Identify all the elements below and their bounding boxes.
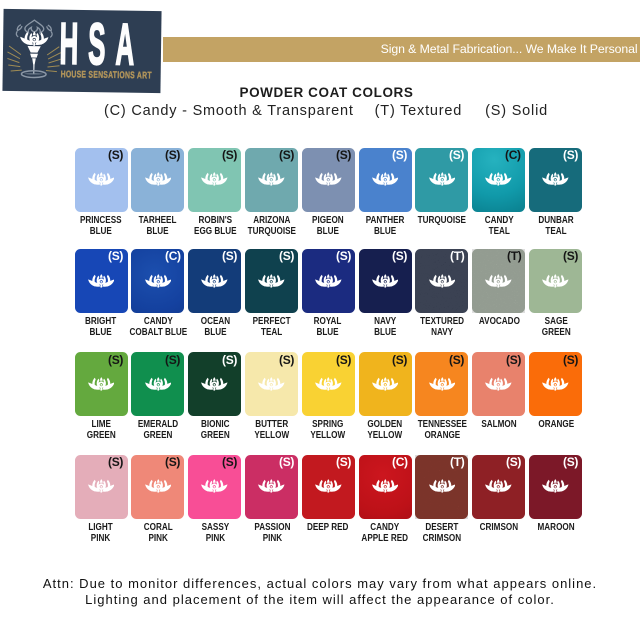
- svg-text:HSA: HSA: [59, 10, 145, 77]
- svg-text:HOUSE SENSATIONS ART: HOUSE SENSATIONS ART: [60, 68, 151, 81]
